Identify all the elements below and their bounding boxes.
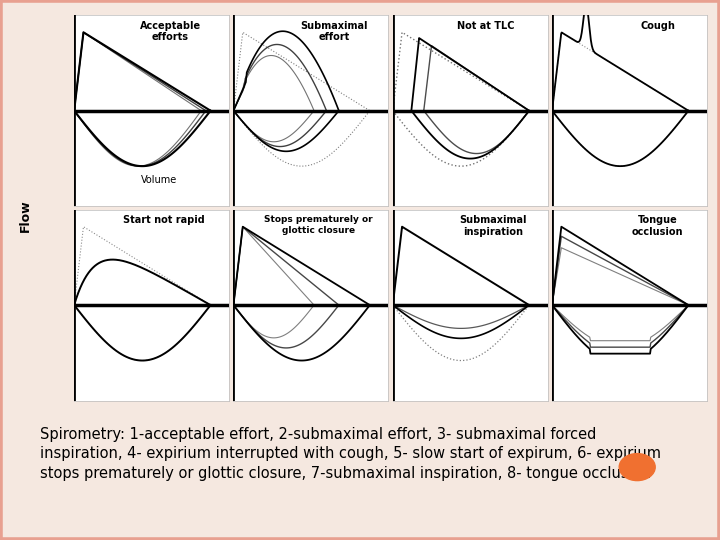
Text: Submaximal
inspiration: Submaximal inspiration: [460, 215, 527, 237]
Text: Acceptable
efforts: Acceptable efforts: [140, 21, 201, 43]
Text: Spirometry: 1-acceptable effort, 2-submaximal effort, 3- submaximal forced
inspi: Spirometry: 1-acceptable effort, 2-subma…: [40, 427, 661, 481]
Text: Flow: Flow: [19, 200, 32, 232]
Text: Start not rapid: Start not rapid: [123, 215, 205, 225]
Text: Not at TLC: Not at TLC: [457, 21, 515, 31]
Text: Tongue
occlusion: Tongue occlusion: [631, 215, 683, 237]
Text: Volume: Volume: [141, 174, 178, 185]
Text: Submaximal
effort: Submaximal effort: [300, 21, 368, 43]
Text: Cough: Cough: [640, 21, 675, 31]
Text: Stops prematurely or
glottic closure: Stops prematurely or glottic closure: [264, 215, 373, 235]
